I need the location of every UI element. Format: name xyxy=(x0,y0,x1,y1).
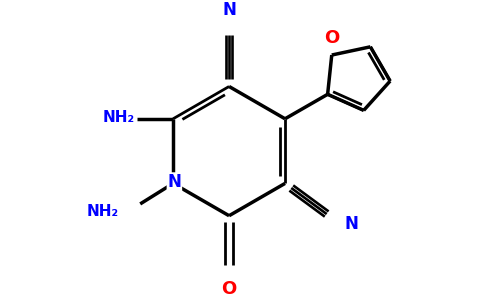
Text: N: N xyxy=(167,173,182,191)
Text: N: N xyxy=(344,215,358,233)
Text: N: N xyxy=(222,1,236,19)
Text: NH₂: NH₂ xyxy=(102,110,135,125)
Text: O: O xyxy=(222,280,237,298)
Text: NH₂: NH₂ xyxy=(87,204,119,219)
Text: O: O xyxy=(324,29,339,47)
